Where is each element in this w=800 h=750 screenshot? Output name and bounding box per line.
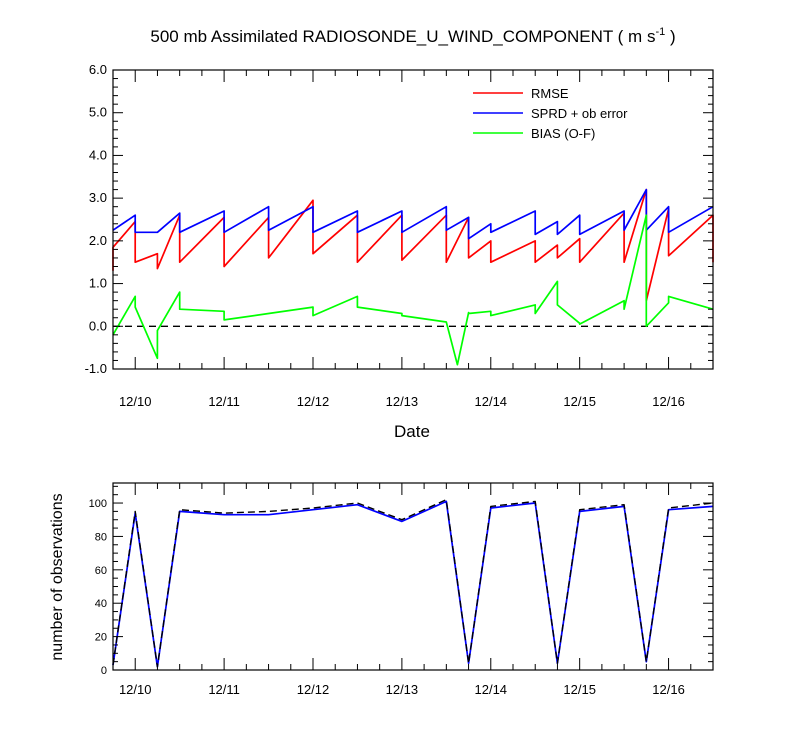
top-ytick-label: 5.0 [89, 105, 107, 120]
bottom-ytick-label: 80 [95, 531, 107, 543]
top-xtick-label: 12/14 [475, 394, 508, 409]
top-xtick-label: 12/11 [208, 394, 240, 409]
x-axis-label: Date [394, 422, 430, 441]
bottom-ytick-label: 0 [101, 665, 107, 677]
top-series-rmse [112, 188, 714, 302]
top-ytick-label: 3.0 [89, 190, 107, 205]
top-xtick-label: 12/16 [652, 394, 685, 409]
bottom-xtick-label: 12/11 [208, 682, 240, 697]
bottom-ytick-label: 20 [95, 632, 107, 644]
top-xtick-label: 12/12 [297, 394, 330, 409]
bottom-plot-frame [112, 482, 714, 671]
top-series-sprd-ob-error [112, 188, 714, 240]
bottom-series-used [112, 500, 714, 668]
top-panel: -1.0 0.0 1.0 2.0 3.0 4.0 5.0 6.0 12/10 12/11 12/12… [85, 62, 714, 441]
bottom-ytick-label: 60 [95, 565, 107, 577]
top-ytick-label: 2.0 [89, 233, 107, 248]
legend-spread-label: SPRD + ob error [531, 106, 628, 121]
top-axes: -1.0 0.0 1.0 2.0 3.0 4.0 5.0 6.0 12/10 12/11 12/12… [85, 62, 714, 409]
bottom-ytick-label: 40 [95, 598, 107, 610]
top-xtick-label: 12/13 [386, 394, 419, 409]
bottom-axes: 0 20 40 60 80 100 12/10 12/11 12/12 12/13 12/14 12/… [89, 482, 714, 697]
legend-bias-label: BIAS (O-F) [531, 126, 595, 141]
bottom-xtick-label: 12/13 [386, 682, 419, 697]
top-ytick-label: 6.0 [89, 62, 107, 77]
bottom-xtick-label: 12/12 [297, 682, 330, 697]
legend-rmse-label: RMSE [531, 86, 569, 101]
top-ytick-label: 1.0 [89, 276, 107, 291]
bottom-xtick-label: 12/14 [475, 682, 508, 697]
bottom-xtick-label: 12/10 [119, 682, 152, 697]
top-xtick-label: 12/15 [563, 394, 596, 409]
legend: RMSE SPRD + ob error BIAS (O-F) [473, 86, 628, 141]
top-ytick-label: 4.0 [89, 147, 107, 162]
chart-title: 500 mb Assimilated RADIOSONDE_U_WIND_COM… [150, 26, 675, 46]
bottom-ytick-label: 100 [89, 498, 107, 510]
bottom-xtick-label: 12/16 [652, 682, 685, 697]
bottom-series-total [112, 499, 714, 668]
top-xtick-label: 12/10 [119, 394, 152, 409]
y-axis-label: number of observations [49, 493, 66, 660]
bottom-xtick-label: 12/15 [563, 682, 596, 697]
top-series-bias-o-f [112, 214, 714, 366]
top-ytick-label: 0.0 [89, 318, 107, 333]
bottom-panel: 0 20 40 60 80 100 12/10 12/11 12/12 12/13 12/14 12/… [49, 482, 714, 697]
top-data-layer [112, 188, 714, 366]
bottom-data-layer [112, 499, 714, 668]
top-plot-frame [112, 69, 714, 370]
top-ytick-label: -1.0 [85, 361, 107, 376]
